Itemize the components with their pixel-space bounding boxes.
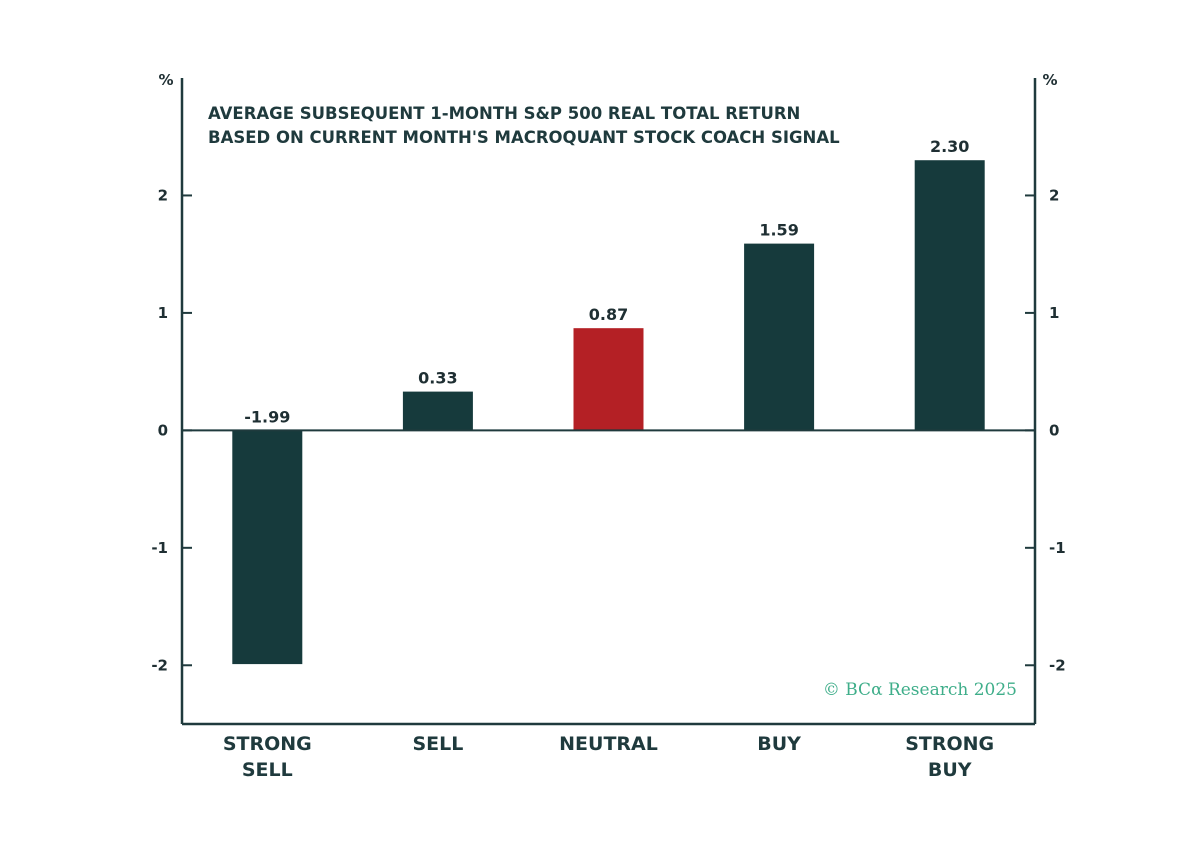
x-category-label: STRONG — [905, 733, 994, 755]
bar-value-label: 1.59 — [759, 221, 798, 240]
chart-subtitle: BASED ON CURRENT MONTH'S MACROQUANT STOC… — [208, 128, 840, 147]
watermark-text: © BCα Research 2025 — [823, 680, 1017, 700]
bar-value-label: -1.99 — [244, 407, 290, 426]
y-tick-label-left: 1 — [158, 304, 168, 322]
bar — [402, 391, 473, 431]
x-category-label: STRONG — [223, 733, 312, 755]
x-category-label: BUY — [757, 733, 801, 755]
x-category-label: SELL — [412, 733, 463, 755]
y-tick-label-left: 0 — [158, 421, 168, 439]
bar — [914, 160, 985, 431]
y-tick-label-right: 0 — [1049, 421, 1059, 439]
bar-value-label: 0.33 — [418, 369, 457, 388]
y-tick-label-right: 2 — [1049, 186, 1059, 204]
y-tick-label-left: 2 — [158, 186, 168, 204]
x-category-label: NEUTRAL — [559, 733, 658, 755]
bar-value-label: 0.87 — [589, 305, 628, 324]
y-tick-label-right: -1 — [1049, 539, 1066, 557]
y-tick-label-right: 1 — [1049, 304, 1059, 322]
y-tick-label-left: -1 — [151, 539, 168, 557]
y-axis-unit-left: % — [158, 71, 173, 89]
y-tick-label-left: -2 — [151, 656, 168, 674]
bar — [573, 328, 644, 431]
x-category-label: SELL — [242, 759, 293, 781]
chart-title: AVERAGE SUBSEQUENT 1-MONTH S&P 500 REAL … — [208, 104, 800, 123]
x-category-label: BUY — [928, 759, 972, 781]
bar — [744, 243, 815, 431]
y-tick-label-right: -2 — [1049, 656, 1066, 674]
y-axis-unit-right: % — [1042, 71, 1057, 89]
bar-value-label: 2.30 — [930, 137, 969, 156]
bar — [232, 430, 303, 665]
